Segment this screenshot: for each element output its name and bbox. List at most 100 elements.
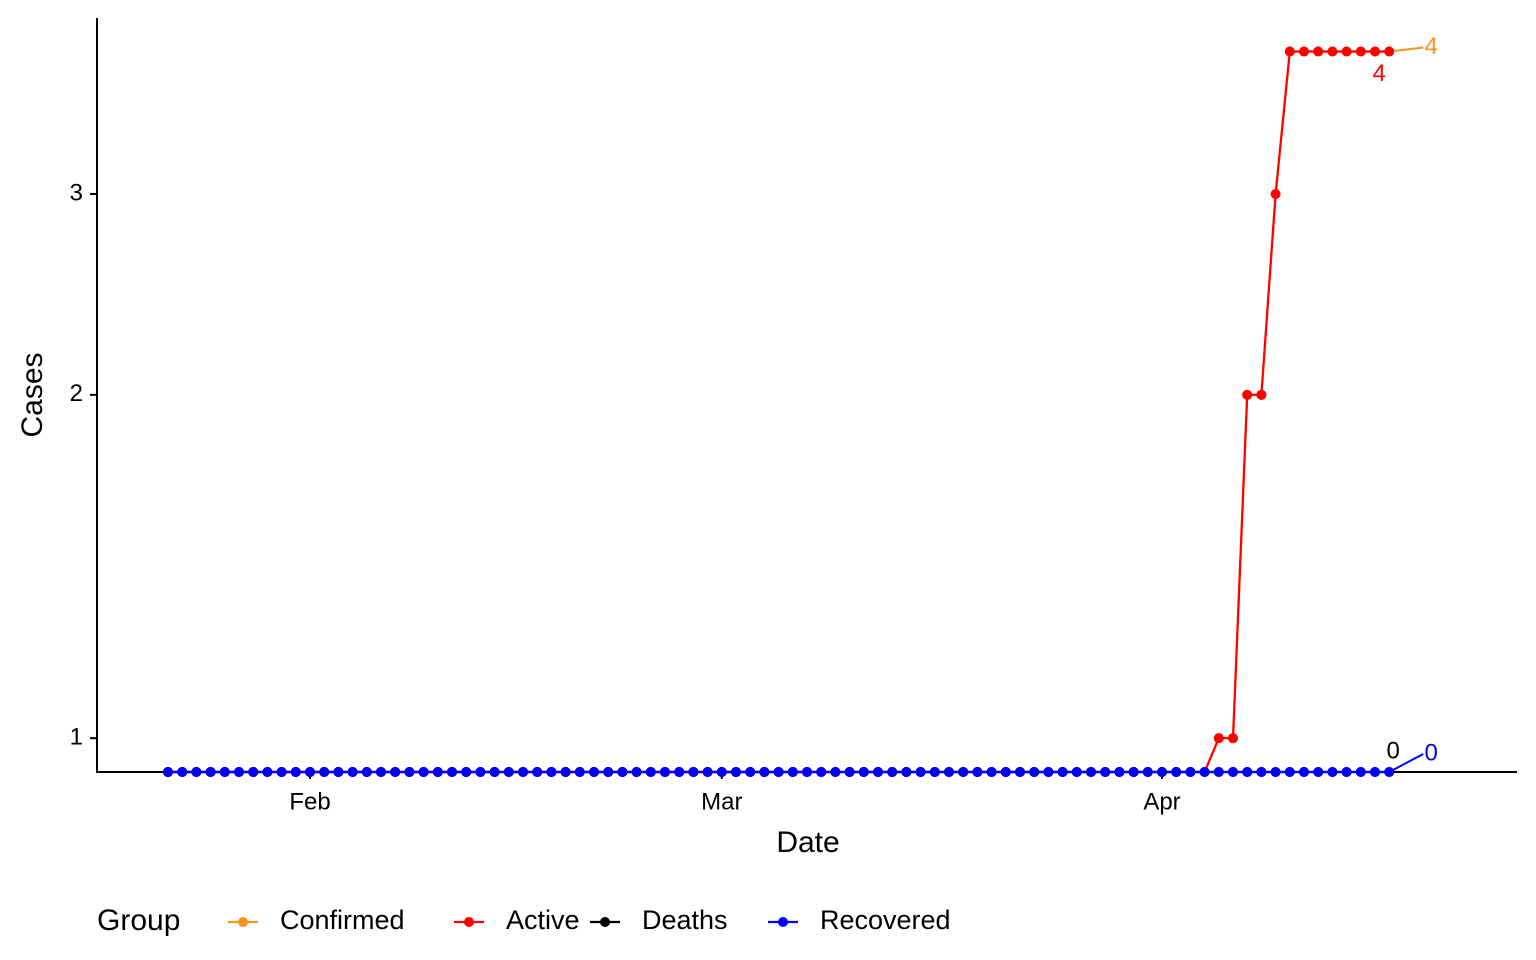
series-point: [532, 767, 543, 777]
series-point: [361, 767, 372, 777]
y-tick-label: 1: [70, 724, 83, 751]
series-point: [1199, 767, 1210, 777]
series-point: [503, 767, 514, 777]
series-point: [1299, 767, 1309, 777]
series-point: [1213, 733, 1224, 744]
legend-label: Recovered: [820, 905, 951, 935]
series-point: [1242, 389, 1253, 400]
series-point: [1370, 46, 1380, 57]
series-point: [1128, 767, 1139, 777]
series-point: [1100, 767, 1111, 777]
data-label: 4: [1425, 33, 1438, 60]
series-point: [489, 767, 500, 777]
series-point: [404, 767, 415, 777]
series-point: [1341, 46, 1352, 57]
series-line: [168, 50, 1390, 774]
series-point: [1043, 767, 1054, 777]
series-point: [1284, 46, 1295, 57]
series-point: [901, 767, 912, 777]
series-point: [518, 767, 528, 777]
series-point: [873, 767, 883, 777]
legend-key-point: [464, 917, 474, 927]
series-point: [716, 767, 727, 777]
series-point: [546, 767, 557, 777]
series-point: [447, 767, 457, 777]
x-tick-label: Feb: [289, 788, 330, 815]
legend-key-point: [600, 917, 610, 927]
series-point: [574, 767, 585, 777]
series-point: [1213, 767, 1224, 777]
x-tick-label: Mar: [701, 788, 742, 815]
series-point: [234, 767, 244, 777]
series-point: [1228, 733, 1238, 744]
series-point: [276, 767, 287, 777]
series-point: [163, 767, 173, 777]
series-point: [958, 767, 969, 777]
series-point: [603, 767, 614, 777]
series-point: [1171, 767, 1182, 777]
series-point: [560, 767, 571, 777]
series-point: [1256, 767, 1267, 777]
series-point: [688, 767, 699, 777]
series-point: [1000, 767, 1011, 777]
data-label: 0: [1387, 737, 1400, 764]
series-point: [333, 767, 344, 777]
series-point: [830, 767, 841, 777]
series-point: [773, 767, 784, 777]
series-point: [944, 767, 954, 777]
series-point: [205, 767, 216, 777]
label-leader: [1389, 46, 1424, 53]
legend-label: Confirmed: [280, 905, 405, 935]
series-point: [1299, 46, 1309, 57]
x-tick-label: Apr: [1143, 788, 1180, 815]
series-point: [1355, 46, 1366, 57]
legend-label: Active: [506, 905, 580, 935]
label-leader: [1388, 753, 1424, 773]
series-point: [802, 767, 812, 777]
series-point: [745, 767, 756, 777]
series-point: [660, 767, 670, 777]
series-point: [461, 767, 472, 777]
legend-key-point: [778, 917, 788, 927]
series-point: [1370, 767, 1380, 777]
series-point: [347, 767, 358, 777]
series-point: [1071, 767, 1082, 777]
x-axis-title: Date: [776, 826, 839, 859]
series-point: [1327, 46, 1338, 57]
series-point: [1384, 46, 1395, 57]
series-point: [887, 767, 898, 777]
series-point: [617, 767, 628, 777]
series-point: [1355, 767, 1366, 777]
series-point: [1029, 767, 1040, 777]
y-tick-label: 2: [70, 380, 83, 407]
series-point: [1327, 767, 1338, 777]
series-point: [248, 767, 259, 777]
series-point: [858, 767, 869, 777]
series-point: [645, 767, 656, 777]
series-point: [1242, 767, 1253, 777]
series-point: [1341, 767, 1352, 777]
series-point: [1284, 767, 1295, 777]
series-point: [418, 767, 429, 777]
series-point: [191, 767, 202, 777]
series-point: [177, 767, 188, 777]
series-point: [475, 767, 486, 777]
series-point: [1185, 767, 1196, 777]
series-point: [290, 767, 301, 777]
legend-key-point: [238, 917, 248, 927]
series-point: [262, 767, 273, 777]
series-point: [1228, 767, 1238, 777]
series-point: [1313, 46, 1324, 57]
series-point: [1015, 767, 1025, 777]
series-point: [972, 767, 983, 777]
data-label: 0: [1425, 739, 1438, 766]
series-point: [319, 767, 330, 777]
series-point: [1270, 189, 1281, 200]
series-point: [589, 767, 599, 777]
series-line: [168, 50, 1390, 774]
series-point: [432, 767, 443, 777]
legend-label: Deaths: [642, 905, 728, 935]
series-point: [1256, 389, 1267, 400]
series-point: [816, 767, 827, 777]
